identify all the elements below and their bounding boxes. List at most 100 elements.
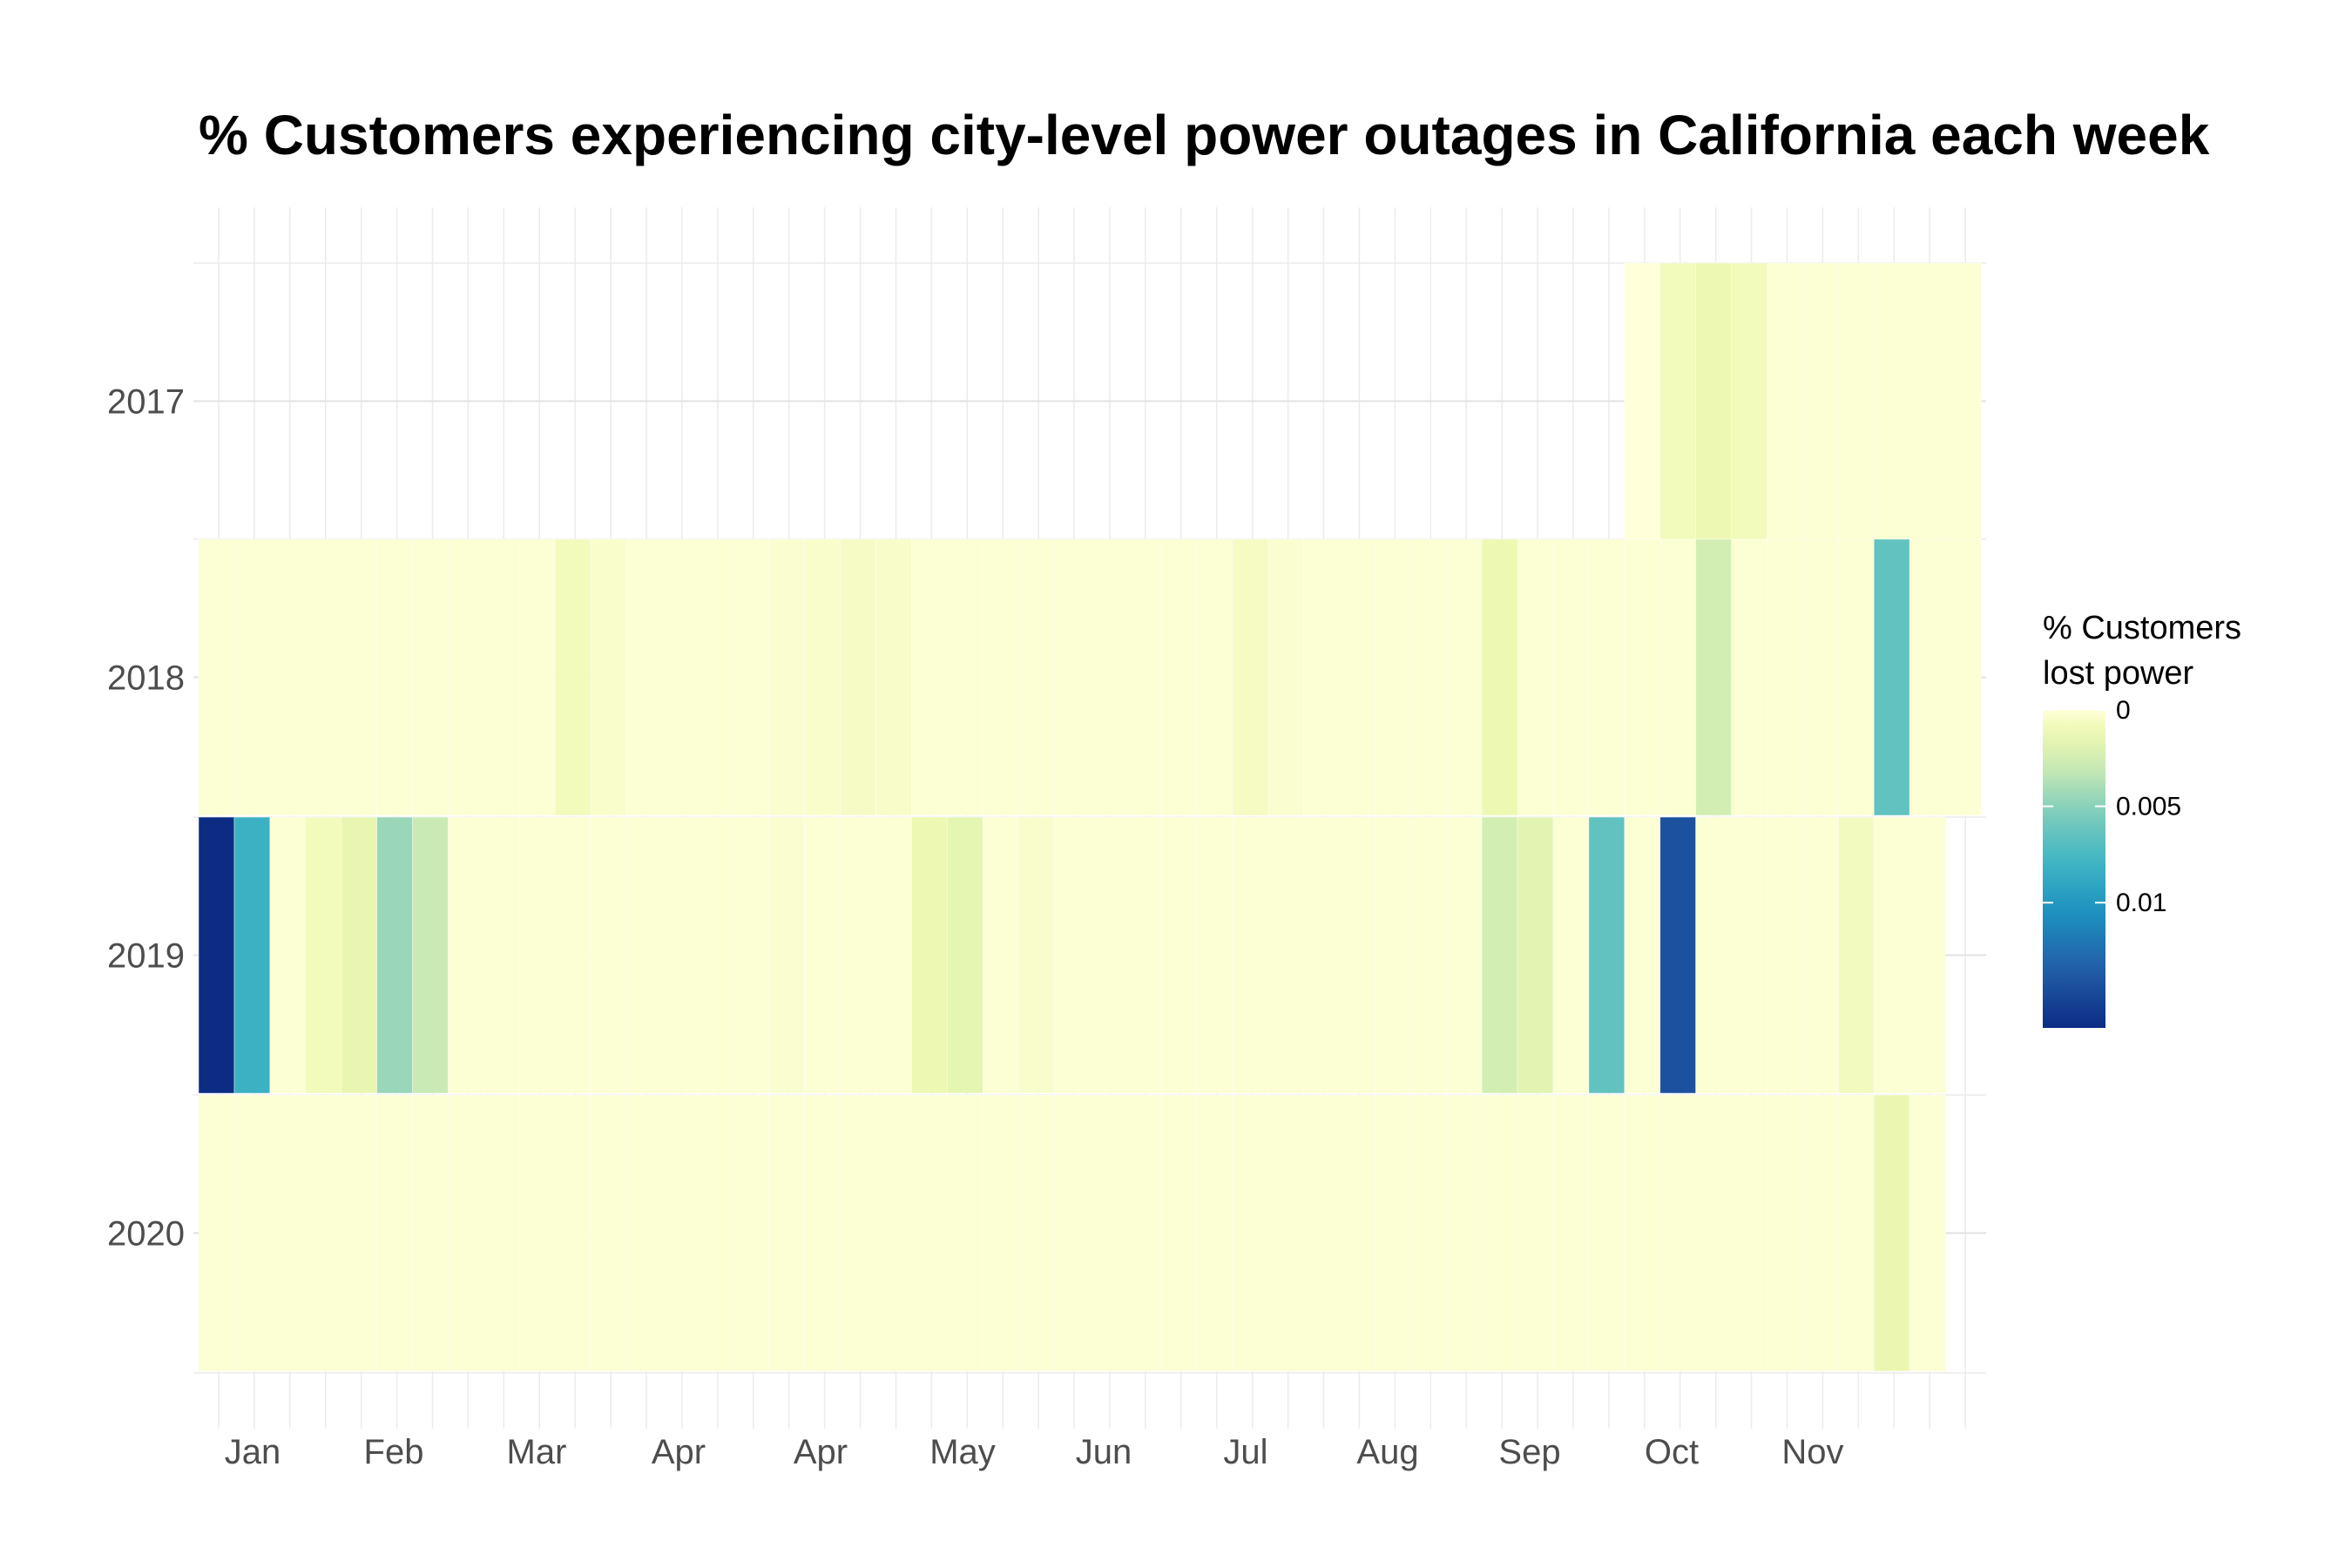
heatmap-cell [1944,538,1982,816]
heatmap-cell [1552,816,1590,1094]
heatmap-cell [1909,1094,1946,1372]
heatmap-cell [305,538,342,816]
heatmap-cell [376,1094,414,1372]
heatmap-cell [1552,1094,1590,1372]
legend-tick-label: 0 [2116,696,2131,725]
heatmap-cell [554,1094,591,1372]
heatmap-cell [1767,816,1803,1094]
heatmap-cell [804,816,841,1094]
heatmap-cell [518,1094,556,1372]
heatmap-cell [1873,538,1910,816]
heatmap-cell [1232,538,1269,816]
heatmap-cell [1089,816,1126,1094]
heatmap-cell [590,1094,627,1372]
heatmap-cell [1801,816,1839,1094]
heatmap-cell [1017,816,1055,1094]
heatmap-cell [1053,816,1091,1094]
heatmap-cell [946,816,983,1094]
heatmap-cell [483,1094,520,1372]
heatmap-cell [554,816,591,1094]
legend-title-line2: lost power [2043,655,2194,692]
heatmap-cell [1303,816,1341,1094]
heatmap-cell [982,538,1019,816]
heatmap-cell [1481,538,1518,816]
heatmap-cell [518,538,556,816]
x-tick-label: Apr [652,1433,706,1471]
heatmap-cell [1374,816,1411,1094]
heatmap-cell [198,816,235,1094]
legend-tick-label: 0.005 [2116,793,2181,821]
heatmap-cell [661,1094,699,1372]
heatmap-cell [1517,538,1554,816]
heatmap-cell [1445,538,1483,816]
x-tick-label: May [929,1433,996,1471]
heatmap-cell [1873,816,1910,1094]
heatmap-cell [376,816,414,1094]
heatmap-cell [1944,262,1982,540]
heatmap-cell [875,538,912,816]
heatmap-cell [911,1094,948,1372]
x-tick-label: Sep [1498,1433,1560,1471]
heatmap-cell [1160,816,1198,1094]
heatmap-cell [625,538,663,816]
heatmap-cell [1089,538,1126,816]
heatmap-cell [697,816,734,1094]
heatmap-cell [1767,1094,1803,1372]
heatmap-cell [1374,1094,1411,1372]
heatmap-cell [733,816,770,1094]
heatmap-cell [554,538,591,816]
heatmap-cell [1160,1094,1198,1372]
heatmap-cell [840,538,877,816]
heatmap-cell [661,816,699,1094]
heatmap-cell [804,538,841,816]
heatmap-cell [911,816,948,1094]
heatmap-cell [840,816,877,1094]
heatmap-cell [1196,1094,1233,1372]
heatmap-cell [1659,1094,1697,1372]
heatmap-cell [1695,262,1733,540]
heatmap-cell [1267,1094,1305,1372]
heatmap-cell [1837,538,1875,816]
heatmap-cell [198,1094,235,1372]
heatmap-cell [1552,538,1590,816]
heatmap-cell [1837,816,1875,1094]
heatmap-cell [1517,816,1554,1094]
heatmap-cell [1303,1094,1341,1372]
heatmap-cell [1588,816,1625,1094]
legend-tick-label: 0.01 [2116,889,2166,917]
heatmap-cell [625,1094,663,1372]
heatmap-cell [1909,262,1946,540]
heatmap-cell [1659,816,1697,1094]
y-tick-label: 2019 [107,937,185,976]
heatmap-cell [1873,262,1910,540]
heatmap-cell [875,816,912,1094]
heatmap-cell [1409,1094,1447,1372]
heatmap-cell [1909,538,1946,816]
heatmap-cell [1801,538,1839,816]
heatmap-cell [1731,538,1768,816]
x-tick-label: Jan [225,1433,281,1471]
heatmap-cell [733,538,770,816]
heatmap-cell [1801,262,1839,540]
heatmap-cell [1017,538,1055,816]
color-legend: % Customers lost power 0 0.005 0.01 [2043,610,2241,1028]
x-tick-label: Feb [364,1433,424,1471]
heatmap-cell [1801,1094,1839,1372]
heatmap-cell [733,1094,770,1372]
heatmap-cell [840,1094,877,1372]
heatmap-cell [982,1094,1019,1372]
heatmap-cells [198,262,1982,1372]
heatmap-cell [911,538,948,816]
heatmap-cell [412,538,449,816]
heatmap-cell [1053,538,1091,816]
heatmap-cell [1125,816,1162,1094]
x-tick-label: Nov [1781,1433,1843,1471]
y-tick-label: 2018 [107,659,185,698]
heatmap-cell [1588,538,1625,816]
x-tick-label: Jun [1076,1433,1132,1471]
heatmap-cell [1909,816,1946,1094]
heatmap-cell [269,816,307,1094]
heatmap-cell [625,816,663,1094]
heatmap-cell [1089,1094,1126,1372]
heatmap-cell [341,816,378,1094]
